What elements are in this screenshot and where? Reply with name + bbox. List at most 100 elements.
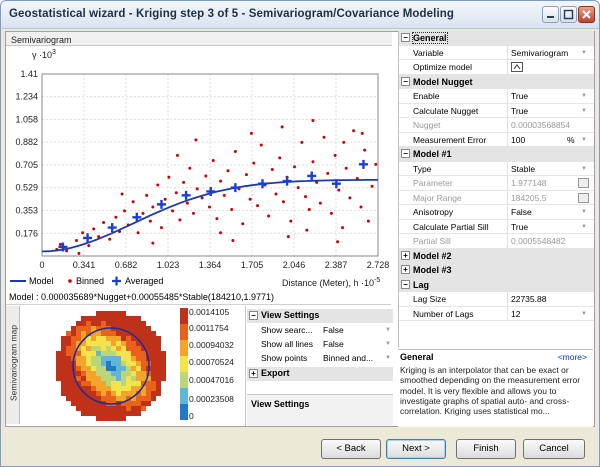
dropdown-icon[interactable]: ▼ <box>581 107 587 114</box>
expand-icon[interactable]: + <box>249 369 258 378</box>
expand-icon[interactable]: + <box>401 265 410 274</box>
map-cell <box>66 386 71 391</box>
dropdown-icon[interactable]: ▼ <box>581 223 587 230</box>
finish-button[interactable]: Finish <box>456 439 516 459</box>
property-value[interactable]: False <box>511 207 532 217</box>
map-cell <box>126 376 131 381</box>
map-cell <box>86 356 91 361</box>
dropdown-icon[interactable]: ▼ <box>581 165 587 172</box>
map-cell <box>81 361 86 366</box>
view-setting-row[interactable]: Show searc... False ▼ <box>247 324 393 337</box>
map-cell <box>76 396 81 401</box>
dropdown-icon[interactable]: ▼ <box>581 49 587 56</box>
property-row[interactable]: Enable True ▼ <box>399 89 594 104</box>
property-group-label: Model #3 <box>413 265 452 275</box>
map-cell <box>121 366 126 371</box>
map-cell <box>121 351 126 356</box>
map-cell <box>101 391 106 396</box>
property-row[interactable]: Variable Semivariogram ▼ <box>399 45 594 60</box>
map-cell <box>106 386 111 391</box>
property-row[interactable]: Nugget 0.00003568854 <box>399 118 594 133</box>
binned-point <box>102 220 106 224</box>
export-group[interactable]: + Export <box>247 367 393 381</box>
binned-point <box>252 161 256 165</box>
view-setting-value[interactable]: False <box>323 325 344 335</box>
property-group-model1[interactable]: − Model #1 <box>399 147 594 162</box>
semivariogram-map-tab[interactable]: Semivariogram map <box>6 306 20 424</box>
property-value[interactable]: 12 <box>511 308 521 319</box>
view-setting-value[interactable]: Binned and... <box>323 353 374 363</box>
property-group-model2[interactable]: + Model #2 <box>399 248 594 263</box>
property-divider <box>507 45 508 60</box>
binned-point <box>304 195 308 199</box>
property-row[interactable]: Lag Size 22735.88 <box>399 292 594 307</box>
map-cell <box>161 351 166 356</box>
property-row[interactable]: Optimize model <box>399 60 594 75</box>
collapse-icon[interactable]: − <box>401 76 410 86</box>
calculator-icon[interactable] <box>578 192 589 203</box>
cancel-button[interactable]: Cancel <box>523 439 585 459</box>
view-setting-value[interactable]: False <box>323 339 344 349</box>
property-row[interactable]: Number of Lags 12 ▼ <box>399 306 594 321</box>
property-row[interactable]: Major Range 184205.5 <box>399 190 594 205</box>
back-button[interactable]: < Back <box>321 439 381 459</box>
map-cell <box>151 386 156 391</box>
semivariogram-chart[interactable]: 0 0.341 0.682 1.023 1.364 1.705 2.046 2.387 2.72… <box>6 46 391 290</box>
property-value[interactable]: 184205.5 <box>511 192 547 203</box>
map-cell <box>121 381 126 386</box>
property-value[interactable]: Semivariogram <box>511 47 569 58</box>
property-row[interactable]: Anisotropy False ▼ <box>399 205 594 220</box>
property-group-model3[interactable]: + Model #3 <box>399 263 594 278</box>
view-setting-row[interactable]: Show points Binned and... ▼ <box>247 352 393 365</box>
map-cell <box>66 371 71 376</box>
calculator-icon[interactable] <box>578 178 589 188</box>
dropdown-icon[interactable]: ▼ <box>385 355 391 361</box>
view-setting-row[interactable]: Show all lines False ▼ <box>247 338 393 351</box>
y-tick-label: 0.176 <box>15 228 38 238</box>
map-cell <box>131 406 136 411</box>
property-value[interactable]: 1.977148 <box>511 178 547 188</box>
dropdown-icon[interactable]: ▼ <box>581 209 587 215</box>
property-group-nugget[interactable]: − Model Nugget <box>399 74 594 89</box>
property-value[interactable]: True <box>511 221 529 232</box>
property-row[interactable]: Parameter 1.977148 <box>399 176 594 191</box>
collapse-icon[interactable]: − <box>401 149 410 158</box>
property-value[interactable]: 100 <box>511 134 526 145</box>
property-value[interactable]: Stable <box>511 163 536 174</box>
property-value[interactable]: True <box>511 105 529 116</box>
property-value[interactable]: 22735.88 <box>511 294 547 304</box>
maximize-button[interactable] <box>560 6 577 23</box>
property-row[interactable]: Partial Sill 0.0005548482 <box>399 234 594 249</box>
minimize-button[interactable] <box>542 6 559 23</box>
property-row[interactable]: Calculate Partial Sill True ▼ <box>399 219 594 234</box>
property-row[interactable]: Calculate Nugget True ▼ <box>399 103 594 118</box>
optimize-model-button[interactable] <box>511 62 523 72</box>
semivariogram-map[interactable] <box>46 308 176 424</box>
dropdown-icon[interactable]: ▼ <box>385 341 391 347</box>
dropdown-icon[interactable]: ▼ <box>581 93 587 99</box>
expand-icon[interactable]: + <box>401 250 410 260</box>
close-button[interactable] <box>578 6 595 23</box>
dropdown-icon[interactable]: ▼ <box>385 327 391 333</box>
title-bar[interactable]: Geostatistical wizard - Kriging step 3 o… <box>1 1 599 29</box>
property-value[interactable]: True <box>511 91 529 101</box>
property-row[interactable]: Measurement Error 100% ▼ <box>399 132 594 147</box>
next-button[interactable]: Next > <box>386 439 446 459</box>
semivariogram-map-panel[interactable]: Semivariogram map 0.0014105 0.0011754 0.… <box>6 306 246 426</box>
help-more-link[interactable]: <more> <box>557 352 587 362</box>
property-row[interactable]: Type Stable ▼ <box>399 161 594 176</box>
property-value[interactable]: 0.0005548482 <box>511 236 566 246</box>
semivariogram-plot[interactable]: 0 0.341 0.682 1.023 1.364 1.705 2.046 2.387 2.72… <box>6 46 391 290</box>
map-cell <box>81 346 86 351</box>
property-value[interactable]: 0.00003568854 <box>511 120 571 130</box>
property-group-general[interactable]: − General <box>399 31 594 46</box>
collapse-icon[interactable]: − <box>249 311 258 320</box>
dropdown-icon[interactable]: ▼ <box>581 136 587 143</box>
dropdown-icon[interactable]: ▼ <box>581 310 587 317</box>
collapse-icon[interactable]: − <box>401 33 410 42</box>
view-settings-group[interactable]: − View Settings <box>247 309 393 323</box>
property-group-lag[interactable]: − Lag <box>399 277 594 292</box>
collapse-icon[interactable]: − <box>401 279 410 289</box>
map-cell <box>106 371 111 376</box>
